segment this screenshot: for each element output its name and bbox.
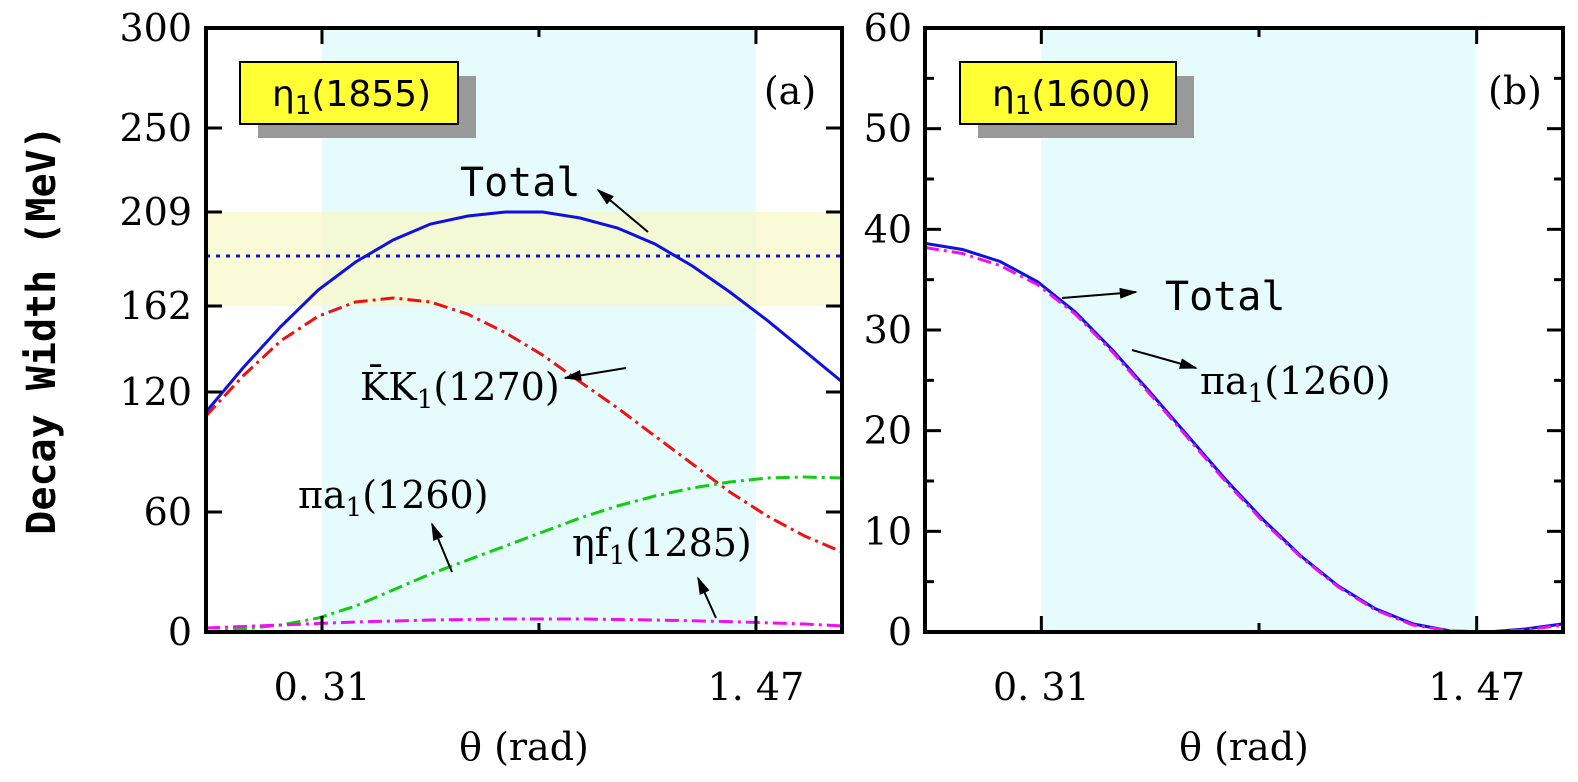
title-box bbox=[239, 61, 459, 125]
annotation-total: Total bbox=[460, 160, 580, 206]
arrow-total bbox=[1061, 287, 1138, 299]
y-tick-label: 250 bbox=[119, 106, 192, 150]
arrow-total bbox=[596, 188, 649, 233]
series-total-line bbox=[204, 210, 843, 413]
annotation-pia1: πa1(1260) bbox=[1200, 359, 1391, 409]
panel-label: (b) bbox=[1488, 69, 1542, 113]
arrow-pia1 bbox=[1131, 349, 1198, 369]
x-tick-label: 1. 47 bbox=[708, 665, 805, 709]
panel-b: 0 10 20 30 40 50 60 0. 31 1. 47 θ (rad) η1(1600) (b… bbox=[864, 6, 1565, 769]
x-axis-label: θ (rad) bbox=[459, 725, 589, 769]
x-tick-label: 1. 47 bbox=[1428, 665, 1525, 709]
series-pia1-line bbox=[205, 475, 843, 634]
panel-a: 0 60 120 162 209 250 300 0. 31 1. 47 θ (rad) η1(18… bbox=[119, 6, 844, 769]
y-tick-label: 10 bbox=[864, 509, 912, 553]
arrow-pia1 bbox=[431, 522, 453, 573]
y-tick-label: 50 bbox=[864, 107, 912, 151]
arrow-kk1 bbox=[563, 367, 627, 381]
y-tick-label: 30 bbox=[864, 308, 912, 352]
y-tick-label: 40 bbox=[864, 207, 912, 251]
y-tick-label: 20 bbox=[864, 409, 912, 453]
title-box-label: η1(1855) bbox=[272, 74, 431, 121]
x-tick-label: 0. 31 bbox=[993, 665, 1090, 709]
x-axis-label: θ (rad) bbox=[1179, 725, 1309, 769]
plot-frame bbox=[204, 26, 844, 634]
y-tick-label: 209 bbox=[119, 190, 192, 234]
y-tick-label: 300 bbox=[119, 6, 192, 50]
annotation-kk1: K̄K1(1270) bbox=[360, 365, 560, 415]
y-tick-label: 60 bbox=[864, 6, 912, 50]
annotation-etaf1: ηf1(1285) bbox=[572, 521, 752, 571]
y-band bbox=[206, 212, 842, 306]
series-etaf1-line bbox=[205, 617, 843, 630]
y-tick-label: 60 bbox=[144, 490, 192, 534]
y-tick-label: 0 bbox=[168, 610, 192, 654]
y-axis-label: Decay Width (MeV) bbox=[19, 125, 65, 534]
title-box-label: η1(1600) bbox=[992, 74, 1151, 121]
series-kk1-line bbox=[204, 296, 843, 554]
panel-label: (a) bbox=[764, 69, 816, 113]
x-tick-label: 0. 31 bbox=[274, 665, 371, 709]
title-box bbox=[959, 61, 1177, 125]
y-tick-label: 120 bbox=[119, 370, 192, 414]
arrow-etaf1 bbox=[697, 576, 717, 619]
y-tick-label: 0 bbox=[888, 610, 912, 654]
y-tick-label: 162 bbox=[119, 284, 192, 328]
annotation-pia1: πa1(1260) bbox=[298, 473, 489, 523]
annotation-total: Total bbox=[1165, 274, 1285, 320]
